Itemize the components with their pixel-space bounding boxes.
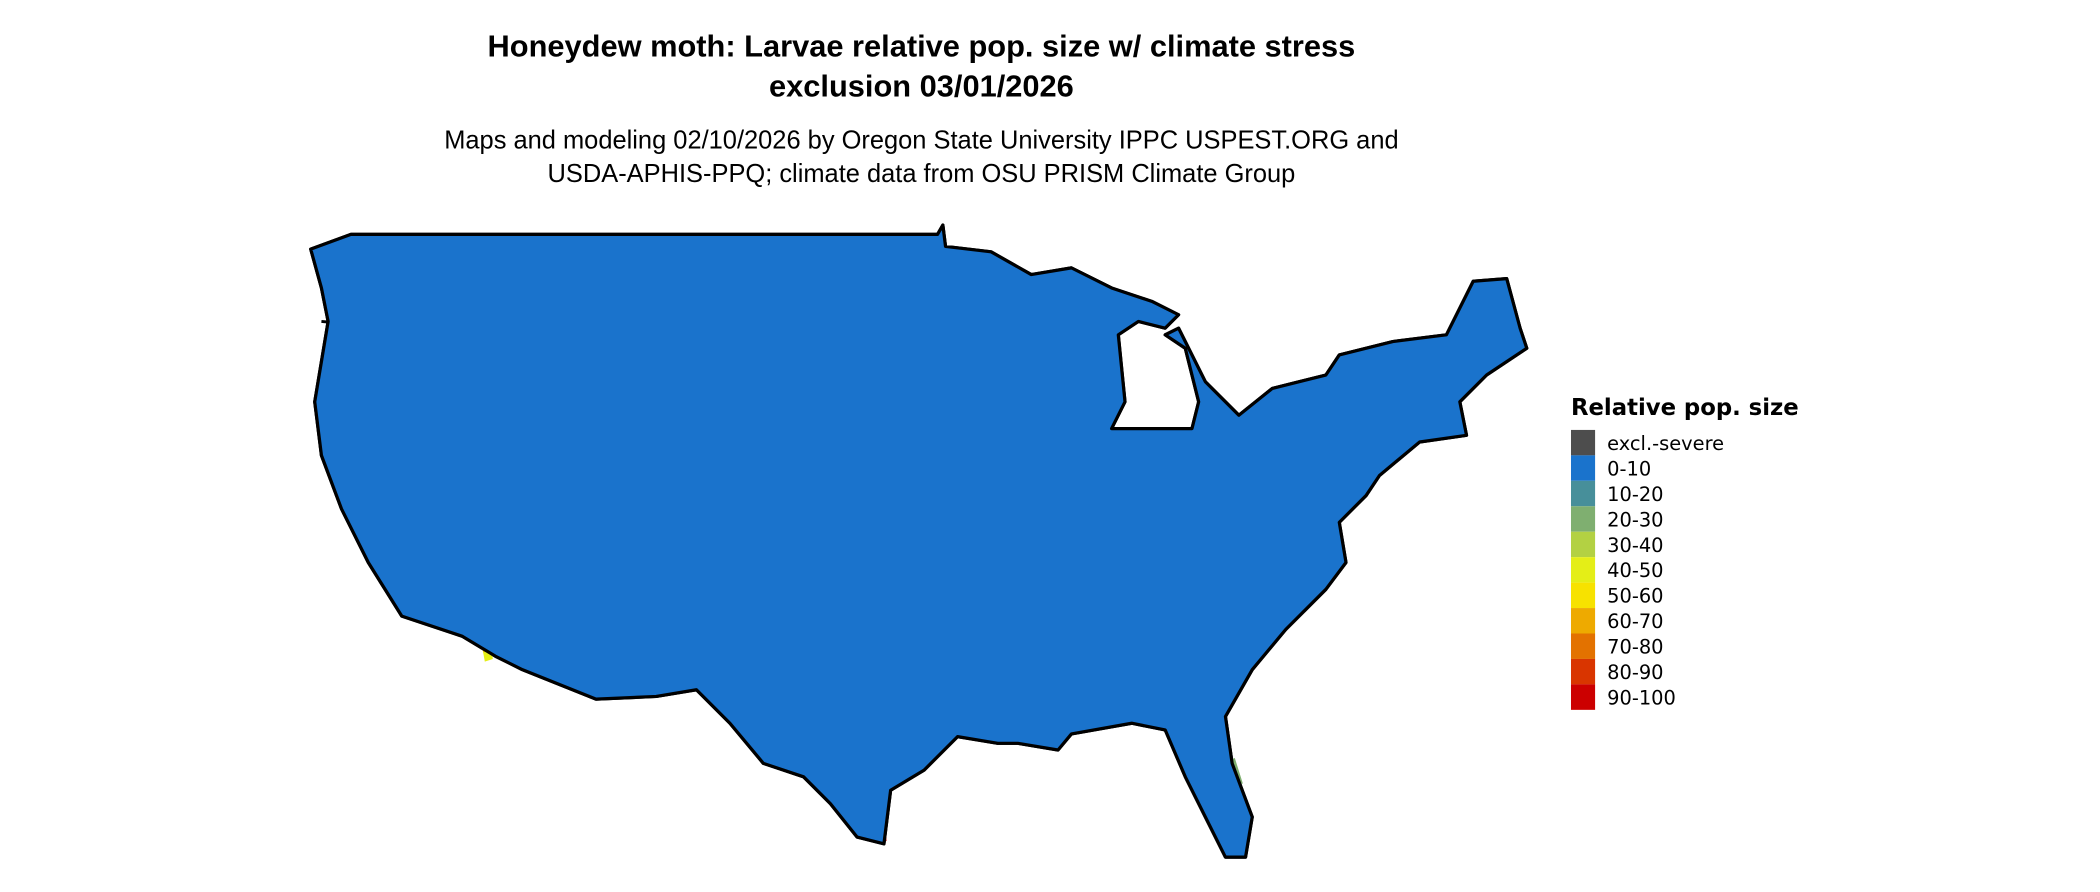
legend-swatch-10 (1570, 684, 1596, 710)
legend-swatch-1 (1570, 455, 1596, 481)
legend-swatch-8 (1570, 633, 1596, 659)
subtitle-line-1: Maps and modeling 02/10/2026 by Oregon S… (444, 127, 1398, 155)
legend-label-6: 50-60 (1607, 585, 1663, 608)
legend-label-4: 30-40 (1607, 534, 1663, 557)
legend-swatch-7 (1570, 608, 1596, 634)
legend-swatch-4 (1570, 531, 1596, 558)
legend-swatch-6 (1570, 582, 1596, 609)
legend-label-8: 70-80 (1607, 636, 1663, 659)
us-map (309, 223, 1529, 859)
legend-swatch-3 (1570, 506, 1596, 532)
subtitle-line-2: USDA-APHIS-PPQ; climate data from OSU PR… (548, 160, 1296, 188)
legend-label-0: excl.-severe (1607, 432, 1724, 455)
legend-label-2: 10-20 (1607, 483, 1663, 506)
legend-swatch-9 (1570, 658, 1596, 685)
legend-title: Relative pop. size (1571, 395, 1799, 421)
legend-label-3: 20-30 (1607, 508, 1663, 531)
title-line-2: exclusion 03/01/2026 (769, 68, 1074, 103)
legend-label-7: 60-70 (1607, 610, 1663, 633)
legend-label-9: 80-90 (1607, 661, 1663, 684)
legend-label-5: 40-50 (1607, 559, 1663, 582)
legend-swatch-2 (1570, 480, 1596, 507)
legend-label-1: 0-10 (1607, 457, 1651, 480)
legend-swatch-5 (1570, 557, 1596, 583)
title-line-1: Honeydew moth: Larvae relative pop. size… (488, 28, 1356, 63)
legend-swatch-0 (1570, 429, 1596, 456)
legend-label-10: 90-100 (1607, 686, 1676, 709)
